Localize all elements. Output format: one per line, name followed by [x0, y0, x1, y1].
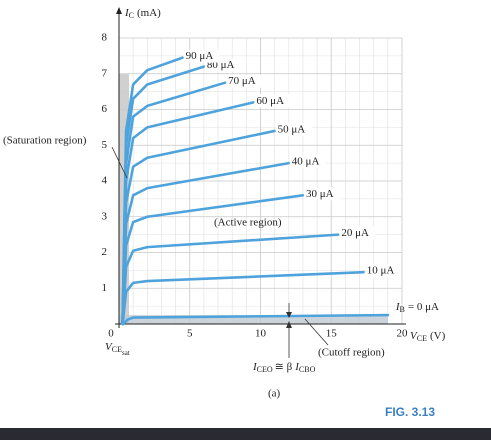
- plot-area: 0 5 10 15 20 1 2 3 4 5 6 7 8 IB = 0 μA 10 μA 20 μA 30 μA 4…: [102, 7, 439, 340]
- label-bg: [254, 94, 291, 108]
- y-tick-label: 6: [102, 103, 108, 115]
- active-label: (Active region): [214, 217, 282, 229]
- x-axis-label: VCE (V): [410, 330, 446, 343]
- x-tick-label: 15: [326, 328, 338, 340]
- cutoff-region: [119, 315, 388, 324]
- series-label: 60 μA: [256, 95, 284, 107]
- panel-label: (a): [268, 388, 281, 400]
- y-axis-arrow: [116, 7, 122, 14]
- series-label: 30 μA: [306, 188, 334, 200]
- x-tick-label: 20: [397, 328, 409, 340]
- curve: [121, 233, 340, 326]
- cutoff-arrowhead: [286, 312, 292, 318]
- y-tick-label: 1: [102, 282, 108, 294]
- vcesat-label: VCEsat: [105, 341, 130, 357]
- series-name: = 0 μA: [408, 301, 439, 313]
- iceo-arrowhead: [286, 321, 292, 328]
- y-tick-label: 2: [102, 246, 108, 258]
- label-bg: [364, 264, 401, 278]
- label-bg: [183, 49, 220, 63]
- saturation-pointer: [111, 146, 128, 179]
- series-label: 90 μA: [186, 50, 214, 62]
- series-label: 20 μA: [341, 227, 369, 239]
- cutoff-pointer: [304, 318, 329, 346]
- cutoff-label: (Cutoff region): [318, 347, 385, 359]
- label-bg: [289, 155, 326, 169]
- series-label: 50 μA: [278, 123, 306, 135]
- curve: [121, 194, 305, 326]
- curve: [121, 101, 255, 326]
- y-tick-label: 7: [102, 67, 108, 79]
- ib-symbol: I: [395, 301, 401, 313]
- series-label: IB = 0 μA: [395, 301, 439, 314]
- y-tick-label: 8: [102, 32, 108, 44]
- x-tick-label: 0: [108, 328, 114, 340]
- y-tick-label: 5: [102, 139, 108, 151]
- label-bg: [275, 122, 312, 136]
- saturation-label: (Saturation region): [3, 135, 87, 147]
- series-label: 40 μA: [292, 156, 320, 168]
- figure-label: FIG. 3.13: [385, 405, 435, 419]
- x-tick-label: 10: [255, 328, 267, 340]
- series-label: 70 μA: [228, 75, 256, 87]
- label-bg: [226, 74, 263, 88]
- y-tick-label: 4: [102, 175, 108, 187]
- ib-sub: B: [400, 305, 405, 314]
- curve: [121, 81, 227, 326]
- label-bg: [339, 226, 376, 240]
- curve: [121, 56, 184, 326]
- y-axis-label: IC (mA): [124, 7, 161, 20]
- iceo-label: ICEO ≅ β ICBO: [252, 361, 316, 374]
- x-tick-label: 5: [187, 328, 193, 340]
- bottom-bar: [0, 428, 491, 440]
- curve: [121, 313, 390, 326]
- y-tick-label: 3: [102, 210, 108, 222]
- label-bg: [303, 187, 340, 201]
- series-label: 10 μA: [367, 265, 395, 277]
